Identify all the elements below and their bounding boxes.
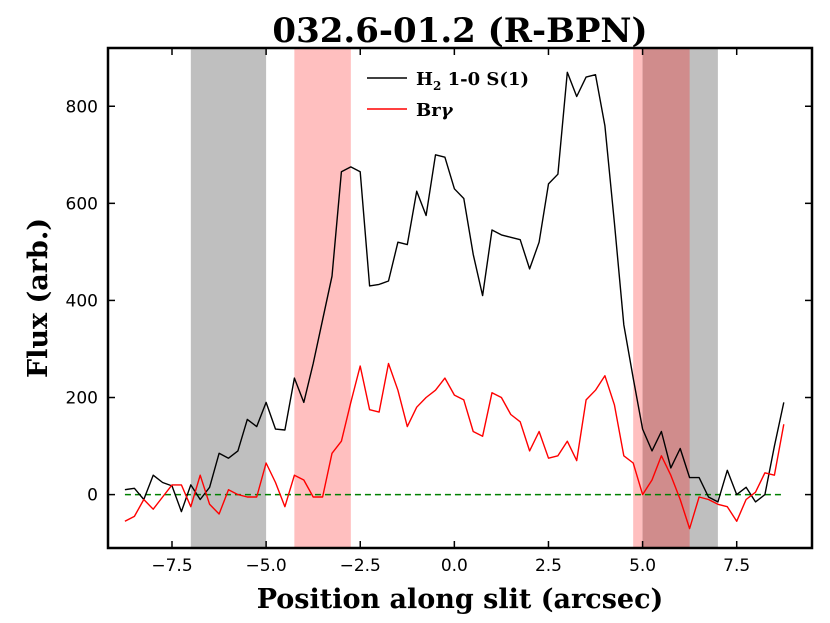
- x-tick-label: 7.5: [723, 556, 750, 576]
- data-series: [124, 71, 785, 530]
- y-axis-label: Flux (arb.): [23, 218, 54, 378]
- x-axis-label: Position along slit (arcsec): [257, 584, 664, 615]
- axes: −7.5 −5.0 −2.5 0.0 2.5 5.0 7.5 0 200 400 600 800: [66, 46, 814, 576]
- legend-label-0: H2 1-0 S(1): [416, 69, 529, 93]
- x-tick-label: 5.0: [629, 556, 656, 576]
- legend-label-1: Brγ: [416, 100, 454, 121]
- legend: H2 1-0 S(1) Brγ: [367, 69, 529, 121]
- x-tick-label: −2.5: [340, 556, 381, 576]
- x-tick-label: −7.5: [151, 556, 192, 576]
- x-tick-label: −5.0: [245, 556, 286, 576]
- shaded-region-1: [294, 48, 351, 548]
- chart-title: 032.6-01.2 (R-BPN): [272, 11, 647, 51]
- shaded-region-4: [642, 48, 690, 548]
- x-tick-label: 0.0: [441, 556, 468, 576]
- shaded-region-0: [190, 48, 267, 548]
- plot-frame: [106, 46, 814, 550]
- shaded-regions: [190, 48, 718, 548]
- x-tick-label: 2.5: [535, 556, 562, 576]
- series-line-0: [124, 71, 785, 513]
- y-tick-label: 200: [66, 389, 98, 409]
- series-line-1: [124, 362, 785, 530]
- y-tick-label: 800: [66, 97, 98, 117]
- y-tick-label: 600: [66, 194, 98, 214]
- y-tick-label: 0: [87, 486, 98, 506]
- y-tick-label: 400: [66, 291, 98, 311]
